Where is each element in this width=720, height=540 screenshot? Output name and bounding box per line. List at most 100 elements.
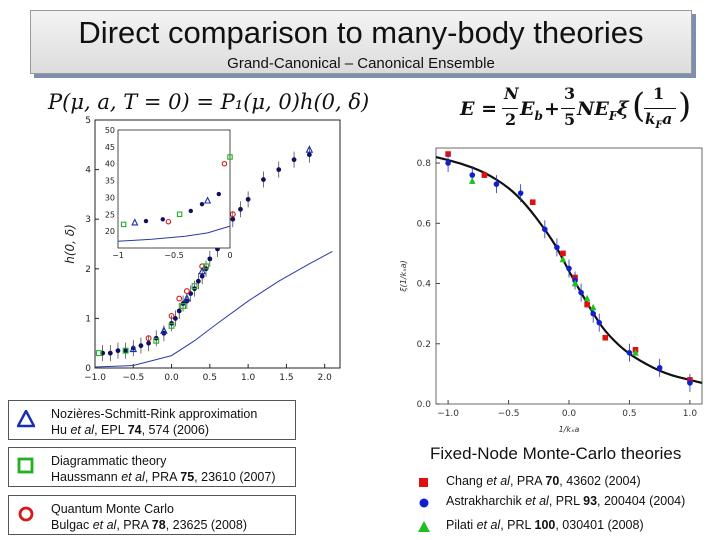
circle-marker-icon (17, 505, 35, 527)
data-point (656, 365, 663, 371)
data-point (560, 250, 566, 257)
data-point (229, 211, 236, 218)
data-point (245, 196, 251, 202)
legend-text: Diagrammatic theory Haussmann et al, PRA … (51, 453, 275, 485)
title-banner: Direct comparison to many-body theories … (30, 10, 692, 74)
right-chart: −1.0 −0.5 0.0 0.5 1.0 0.0 0.2 0.4 0.6 0.8 1/kₓa ξ(1… (399, 147, 703, 434)
y-tick-label: 5 (85, 116, 91, 126)
inset-data-point (216, 191, 221, 197)
data-point (445, 160, 451, 166)
eq-plus: + (544, 98, 560, 120)
fnmc-legend-entry: Pilati et al, PRL 100, 030401 (2008) (446, 518, 644, 532)
data-point (238, 206, 243, 212)
y-tick-label: 0.6 (417, 219, 432, 229)
data-point (168, 322, 175, 329)
data-point (469, 172, 476, 178)
inset-y-tick-label: 45 (105, 143, 115, 152)
data-point (122, 347, 129, 354)
slide-subtitle: Grand-Canonical – Canonical Ensemble (227, 55, 495, 72)
inset-x-tick-label: −1 (112, 251, 124, 260)
inset-y-tick-label: 20 (105, 227, 115, 236)
x-tick-label: 0.5 (622, 409, 636, 419)
inset-data-point (160, 217, 165, 222)
data-point (146, 340, 151, 346)
square-marker-icon (418, 476, 430, 494)
y-tick-label: 2 (85, 265, 91, 275)
inset-data-point (143, 218, 149, 224)
plot-frame (94, 119, 341, 369)
data-point (468, 177, 476, 184)
data-point (276, 167, 282, 172)
data-point (632, 349, 639, 356)
data-point (168, 312, 175, 319)
x-tick-label: 1.5 (279, 373, 293, 383)
inset-data-point (188, 208, 193, 214)
y-axis-label: h(0, δ) (63, 224, 77, 264)
eq-frac2-num: 3 (564, 84, 576, 103)
x-tick-label: 1.0 (683, 409, 698, 419)
legend-method: Nozières-Schmitt-Rink approximation (51, 407, 258, 421)
data-point (584, 301, 590, 308)
data-point (176, 308, 182, 314)
data-point (626, 350, 633, 356)
triangle-marker-icon (418, 520, 430, 538)
x-axis-label: 1/kₓa (559, 425, 580, 434)
data-point (306, 152, 312, 158)
legend-entry: Nozières-Schmitt-Rink approximation Hu et… (8, 400, 296, 440)
data-point (590, 310, 596, 317)
inset-curve (117, 225, 231, 242)
data-point (559, 255, 567, 263)
left-equation: P(μ, a, T = 0) = P₁(μ, 0)h(0, δ) (48, 90, 370, 114)
legend-entry: Diagrammatic theory Haussmann et al, PRA … (8, 447, 296, 487)
data-point (687, 380, 693, 386)
y-tick-label: 0 (85, 364, 91, 374)
eq-tail: NEFξ (577, 98, 629, 123)
data-point (571, 279, 579, 287)
inset-y-tick-label: 50 (105, 126, 115, 135)
x-tick-label: 0.0 (164, 373, 179, 383)
data-point (191, 283, 198, 290)
data-point (554, 244, 560, 251)
y-tick-label: 0.0 (417, 400, 432, 410)
data-point (566, 265, 572, 272)
data-point (138, 343, 144, 349)
data-point (305, 145, 314, 153)
y-tick-label: 0.8 (417, 159, 432, 169)
eq-frac2-den: 5 (564, 110, 576, 129)
eq-frac1-den: 2 (505, 110, 517, 129)
inset-data-point (165, 218, 172, 225)
triangle-marker-icon (15, 408, 37, 432)
eq-frac3-den: kFa (645, 110, 673, 131)
legend-text: Quantum Monte Carlo Bulgac et al, PRA 78,… (51, 501, 247, 533)
eq-mid: Eb (520, 98, 543, 123)
y-tick-label: 3 (85, 215, 91, 225)
inset-x-tick-label: −0.5 (164, 251, 183, 260)
inset-y-tick-label: 25 (105, 210, 115, 219)
legend-citation: Bulgac et al, PRA 78, 23625 (2008) (51, 518, 247, 532)
data-point (145, 335, 152, 342)
eq-frac1-bar (502, 108, 518, 109)
legend-text: Nozières-Schmitt-Rink approximation Hu et… (51, 406, 257, 438)
y-tick-label: 0.2 (417, 340, 431, 350)
legend-citation: Haussmann et al, PRA 75, 23610 (2007) (51, 470, 276, 484)
eq-frac1-num: N (504, 84, 519, 103)
data-point (123, 348, 129, 354)
eq-frac2-bar (561, 108, 575, 109)
y-tick-label: 0.4 (417, 280, 432, 290)
inset-data-point (176, 211, 183, 218)
x-tick-label: −0.5 (122, 373, 144, 383)
data-point (95, 350, 102, 357)
legend-entry: Quantum Monte Carlo Bulgac et al, PRA 78,… (8, 495, 296, 535)
x-tick-label: 1.0 (241, 373, 256, 383)
data-point (542, 226, 548, 233)
data-point (153, 337, 160, 344)
data-point (583, 294, 591, 302)
x-tick-label: 2.0 (318, 373, 333, 383)
x-tick-label: −1.0 (84, 373, 106, 383)
data-point (160, 326, 168, 334)
x-tick-label: −0.5 (498, 409, 520, 419)
data-point (589, 303, 597, 311)
data-point (493, 181, 500, 187)
data-point (107, 350, 113, 356)
